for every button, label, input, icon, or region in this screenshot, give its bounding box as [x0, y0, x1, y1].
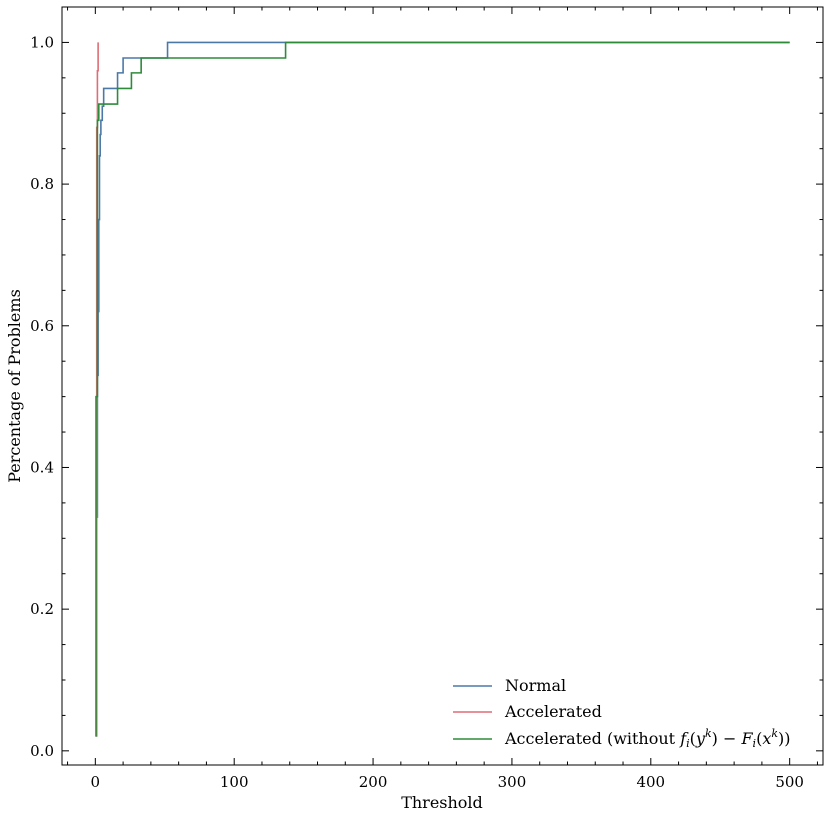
x-axis-label: Threshold [401, 793, 483, 812]
legend-label-normal: Normal [505, 676, 566, 695]
legend-label-accelerated-without: Accelerated (without fi(yk) − Fi(xk)) [504, 727, 791, 750]
axis-ticks: 0 100 200 300 400 500 0.0 0.2 0.4 0.6 0.8 1.0 [30, 7, 823, 791]
legend-label-accelerated: Accelerated [504, 702, 602, 721]
y-tick-label: 0.6 [30, 317, 54, 335]
legend: Normal Accelerated Accelerated (without … [453, 676, 791, 750]
plot-frame [61, 6, 824, 766]
x-tick-label: 100 [220, 773, 249, 791]
y-tick-label: 0.8 [30, 175, 54, 193]
series-accelerated-without-line [95, 41, 790, 737]
y-tick-label: 0.0 [30, 742, 54, 760]
series-group [95, 41, 790, 737]
y-tick-label: 0.4 [30, 458, 54, 476]
x-tick-label: 500 [775, 773, 804, 791]
x-tick-label: 400 [636, 773, 665, 791]
x-tick-label: 0 [91, 773, 101, 791]
y-tick-label: 1.0 [30, 33, 54, 51]
y-axis-label: Percentage of Problems [5, 289, 24, 483]
x-tick-label: 200 [359, 773, 388, 791]
y-tick-label: 0.2 [30, 600, 54, 618]
series-normal-line [95, 41, 790, 737]
x-tick-label: 300 [498, 773, 527, 791]
